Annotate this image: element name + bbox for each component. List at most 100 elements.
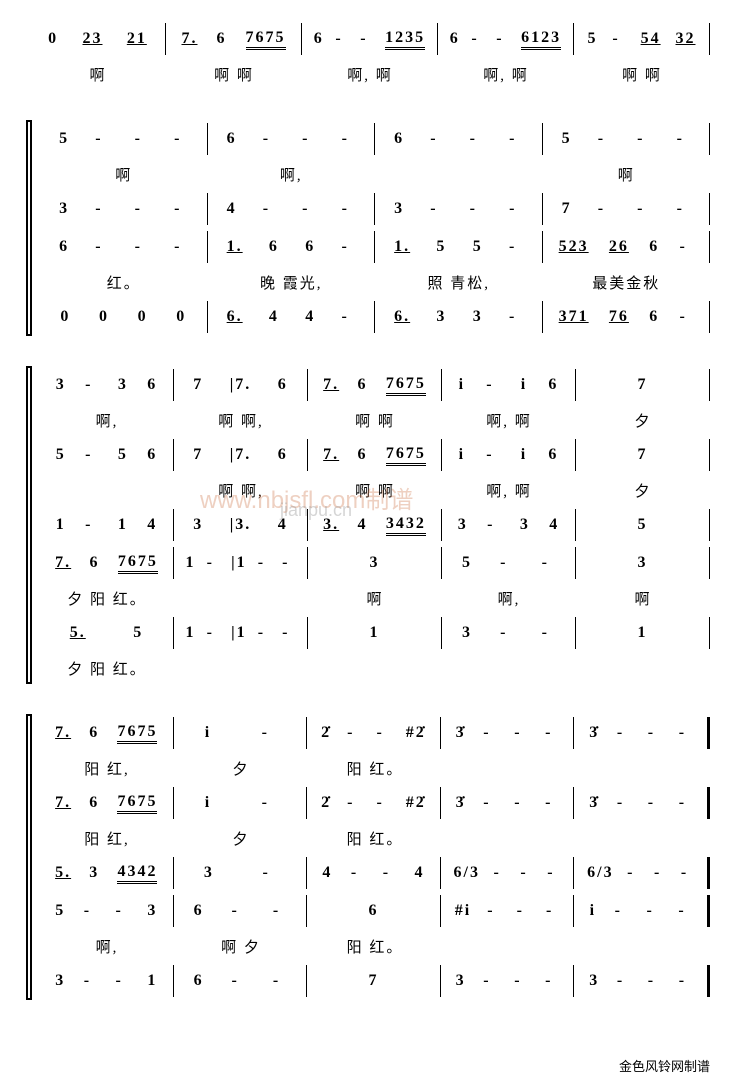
measure: 3--- [441, 965, 575, 997]
lyric-line: 阳 红,夕阳 红。 [40, 822, 710, 854]
measure: 6--- [208, 123, 376, 155]
note: - [207, 624, 220, 642]
note: - [262, 794, 275, 812]
note: 6 [278, 446, 288, 464]
note: 7 [562, 200, 572, 218]
note: - [648, 794, 661, 812]
note: - [637, 130, 650, 148]
note: - [514, 724, 527, 742]
note: 6 [305, 238, 315, 256]
measure: 啊, [442, 582, 576, 614]
note: 7675 [246, 29, 286, 50]
note: 0 [60, 308, 70, 326]
note: - [542, 624, 555, 642]
note: 5. [70, 624, 86, 642]
note: - [85, 516, 98, 534]
note: - [342, 130, 355, 148]
note: 1 [186, 554, 196, 572]
note: - [648, 972, 661, 990]
note: 0 [176, 308, 186, 326]
note: - [679, 308, 692, 326]
note: - [646, 902, 659, 920]
staff-line: 5---6---6---5--- [40, 120, 710, 158]
measure: 1-|1-- [174, 617, 308, 649]
note: - [617, 972, 630, 990]
measure: 阳 红, [40, 752, 174, 784]
note: - [627, 864, 640, 882]
note: - [383, 864, 396, 882]
note: - [135, 130, 148, 148]
note: 3 [89, 864, 99, 882]
staff-line: 3--16--73---3--- [40, 962, 710, 1000]
measure: 7.67675 [308, 439, 442, 471]
note: 1 [118, 516, 128, 534]
lyric-line: 夕 阳 红。啊啊,啊 [40, 582, 710, 614]
note: 3̇ [456, 724, 466, 742]
measure: 晚 霞光, [208, 266, 376, 298]
note: 7 [193, 446, 203, 464]
note: 6 [649, 238, 659, 256]
measure [375, 158, 543, 190]
measure: 啊 夕 [174, 930, 308, 962]
note: 3 [456, 972, 466, 990]
measure: 夕 [174, 822, 308, 854]
note: - [95, 130, 108, 148]
note: - [116, 902, 129, 920]
measure: 6--6123 [438, 23, 574, 55]
measure: 1 [308, 617, 442, 649]
note: 6 [89, 794, 99, 812]
measure [442, 752, 576, 784]
measure: 6--1235 [302, 23, 438, 55]
measure: 啊, 啊 [302, 58, 438, 90]
note: - [347, 794, 360, 812]
note: 3 [193, 516, 203, 534]
measure: 啊 啊 [574, 58, 710, 90]
note: 1 [147, 972, 157, 990]
measure: 3-- [442, 617, 576, 649]
note: 4 [305, 308, 315, 326]
note: - [517, 902, 530, 920]
note: 6 [147, 446, 157, 464]
note: - [545, 972, 558, 990]
measure: 啊, [40, 930, 174, 962]
measure: 5-- [442, 547, 576, 579]
measure: 6.44- [208, 301, 376, 333]
measure: 1.66- [208, 231, 376, 263]
note: - [351, 864, 364, 882]
note: - [470, 200, 483, 218]
note: 4 [357, 516, 367, 534]
measure: 3̇--- [441, 717, 575, 749]
measure: 7 [576, 369, 710, 401]
measure [174, 652, 308, 684]
note: - [598, 200, 611, 218]
measure: 红。 [40, 266, 208, 298]
measure: 夕 [576, 404, 710, 436]
note: 3 [118, 376, 128, 394]
staff-line: 7.67675i-2̇--#2̇3̇---3̇--- [40, 714, 710, 752]
note: 3432 [386, 515, 426, 536]
measure: 阳 红。 [308, 822, 442, 854]
note: 7. [55, 724, 71, 742]
note: - [262, 724, 275, 742]
note: - [617, 794, 630, 812]
note: 5 [638, 516, 648, 534]
note: #i [455, 902, 471, 920]
measure: 夕 阳 红。 [40, 582, 174, 614]
note: - [483, 724, 496, 742]
measure: 7.67675 [40, 717, 174, 749]
note: #2̇ [406, 724, 426, 742]
measure: 1.55- [375, 231, 543, 263]
note: 3 [638, 554, 648, 572]
note: - [617, 724, 630, 742]
note: - [678, 902, 691, 920]
note: 0 [138, 308, 148, 326]
measure: 3̇--- [574, 787, 710, 819]
note: 5 [587, 30, 597, 48]
note: 1 [186, 624, 196, 642]
measure: 3̇--- [574, 717, 710, 749]
lyric-line: 红。晚 霞光,照 青松,最美金秋 [40, 266, 710, 298]
note: - [376, 794, 389, 812]
measure: 6--- [375, 123, 543, 155]
note: - [648, 724, 661, 742]
staff-line: 3-367|7.67.67675i-i67 [40, 366, 710, 404]
